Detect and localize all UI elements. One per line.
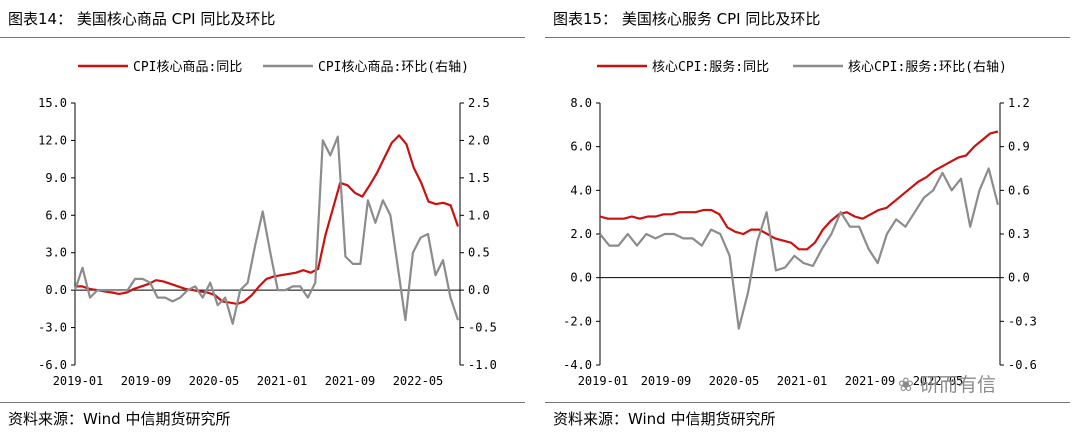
- right-tick-label: 1.0: [468, 208, 490, 222]
- left-tick-label: 12.0: [38, 133, 67, 147]
- left-tick-label: 0.0: [45, 283, 67, 297]
- right-tick-label: 0.5: [468, 246, 490, 260]
- series-line-mom: [73, 135, 460, 325]
- wechat-icon: ❀: [898, 374, 914, 396]
- right-tick-label: 1.2: [1008, 96, 1030, 110]
- chart-title-1: 图表14： 美国核心商品 CPI 同比及环比: [8, 10, 276, 28]
- series-line-yoy: [599, 130, 999, 251]
- chart-panel-1: 图表14： 美国核心商品 CPI 同比及环比 -6.0 -3.0 0.0 3.0 6.0…: [0, 0, 535, 433]
- chart-1: -6.0 -3.0 0.0 3.0 6.0 9.0 12.0 15.0 -1.0 -0.5 0.0 0…: [38, 60, 497, 388]
- legend-label: CPI核心商品:同比: [133, 60, 242, 75]
- x-tick-label: 2020-05: [189, 374, 240, 388]
- series-line-yoy: [75, 134, 460, 305]
- left-tick-label: -3.0: [38, 321, 67, 335]
- source-note-2: 资料来源：Wind 中信期货研究所: [553, 410, 776, 428]
- x-tick-label: 2019-09: [121, 374, 172, 388]
- x-tick-label: 2021-01: [777, 374, 828, 388]
- right-tick-label: 0.6: [1008, 183, 1030, 197]
- right-tick-label: -0.5: [468, 321, 497, 335]
- x-tick-label: 2020-05: [709, 374, 760, 388]
- x-tick-label: 2022-05: [913, 374, 964, 388]
- left-tick-label: 3.0: [45, 246, 67, 260]
- right-tick-label: -0.3: [1008, 314, 1037, 328]
- left-tick-label: -2.0: [563, 314, 592, 328]
- left-tick-label: 4.0: [570, 183, 592, 197]
- right-tick-label: -0.6: [1008, 358, 1037, 372]
- legend-label: CPI核心商品:环比(右轴): [318, 60, 469, 75]
- left-tick-label: 0.0: [570, 271, 592, 285]
- watermark-text: 研而有信: [919, 374, 996, 396]
- watermark: ❀ 研而有信: [898, 370, 996, 397]
- left-tick-label: 2.0: [570, 227, 592, 241]
- x-tick-label: 2021-09: [325, 374, 376, 388]
- right-tick-label: 2.0: [468, 133, 490, 147]
- series-line-mom: [599, 167, 1000, 330]
- x-tick-label: 2021-09: [845, 374, 896, 388]
- right-tick-label: 1.5: [468, 171, 490, 185]
- x-tick-label: 2021-01: [257, 374, 308, 388]
- right-tick-label: 2.5: [468, 96, 490, 110]
- legend-label: 核心CPI:服务:环比(右轴): [848, 59, 1007, 75]
- left-tick-label: -4.0: [563, 358, 592, 372]
- chart-panel-2: 图表15： 美国核心服务 CPI 同比及环比 -4.0 -2.0 0.0 2.0 4.0…: [545, 0, 1080, 433]
- left-tick-label: 8.0: [570, 96, 592, 110]
- x-tick-label: 2019-09: [641, 374, 692, 388]
- legend-label: 核心CPI:服务:同比: [652, 59, 769, 75]
- right-tick-label: 0.3: [1008, 227, 1030, 241]
- left-tick-label: 6.0: [45, 208, 67, 222]
- chart-title-2: 图表15： 美国核心服务 CPI 同比及环比: [553, 10, 821, 28]
- right-tick-label: 0.9: [1008, 140, 1030, 154]
- right-tick-label: -1.0: [468, 358, 497, 372]
- left-tick-label: 6.0: [570, 140, 592, 154]
- left-tick-label: 15.0: [38, 96, 67, 110]
- left-tick-label: 9.0: [45, 171, 67, 185]
- source-rule-2: [545, 402, 1070, 403]
- right-tick-label: 0.0: [468, 283, 490, 297]
- chart-2: -4.0 -2.0 0.0 2.0 4.0 6.0 8.0 -0.6 -0.3 0.0 0.3 0.6…: [563, 59, 1037, 388]
- left-tick-label: -6.0: [38, 358, 67, 372]
- source-note-1: 资料来源：Wind 中信期货研究所: [8, 410, 231, 428]
- x-tick-label: 2022-05: [393, 374, 444, 388]
- title-rule-2: [545, 37, 1070, 38]
- source-rule-1: [0, 402, 525, 403]
- right-tick-label: 0.0: [1008, 271, 1030, 285]
- title-rule-1: [0, 37, 525, 38]
- x-tick-label: 2019-01: [53, 374, 104, 388]
- x-tick-label: 2019-01: [578, 374, 629, 388]
